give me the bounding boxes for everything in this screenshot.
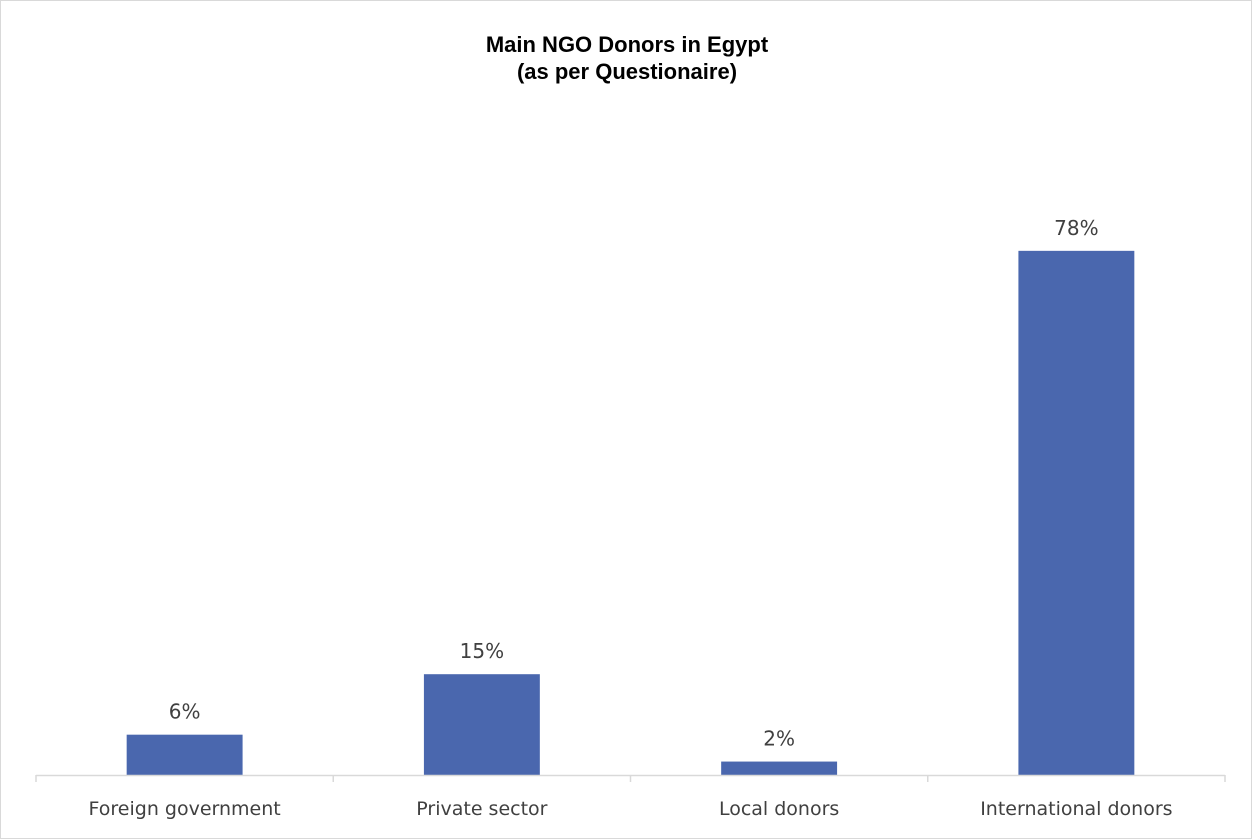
data-labels-group: 6% 15% 2% 78% — [169, 216, 1099, 751]
bar-foreign-government — [126, 734, 243, 775]
x-tick-label: Foreign government — [89, 798, 281, 820]
data-label: 2% — [763, 727, 795, 751]
data-label: 6% — [169, 700, 201, 724]
data-label: 15% — [460, 639, 504, 663]
x-tick-labels-group: Foreign government Private sector Local do… — [89, 798, 1173, 820]
chart-title-line: Main NGO Donors in Egypt — [485, 32, 769, 57]
data-label: 78% — [1054, 216, 1098, 240]
bars-group — [126, 250, 1135, 776]
bar-international-donors — [1018, 250, 1135, 776]
x-tick-label: Private sector — [416, 798, 547, 820]
x-tick-label: International donors — [980, 798, 1172, 820]
bar-local-donors — [721, 761, 838, 775]
chart-title: Main NGO Donors in Egypt (as per Questio… — [1, 31, 1253, 85]
chart-subtitle-line: (as per Questionaire) — [516, 59, 738, 84]
x-axis — [35, 774, 1226, 782]
x-tick-label: Local donors — [719, 798, 839, 820]
bar-private-sector — [423, 674, 540, 775]
